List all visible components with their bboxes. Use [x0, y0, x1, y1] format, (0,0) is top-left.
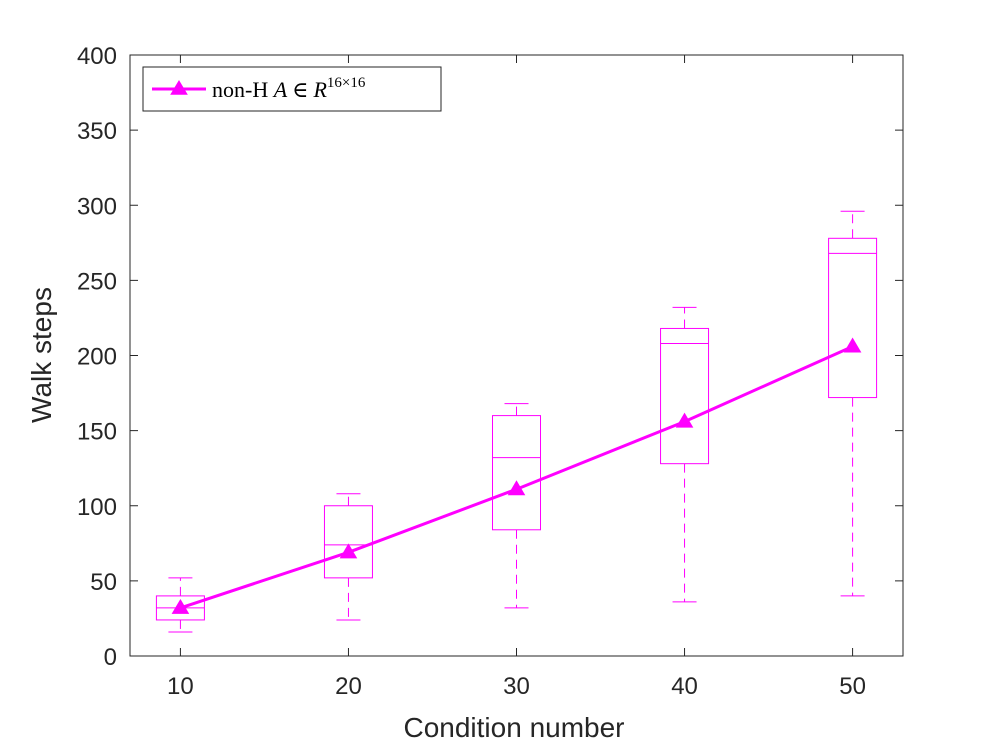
y-tick-label: 200 — [77, 344, 117, 371]
x-axis-title: Condition number — [403, 712, 624, 743]
boxplot-40 — [660, 306, 710, 603]
legend-label: non-H A ∈ R16×16 — [212, 75, 366, 102]
x-tick-label: 40 — [671, 673, 698, 700]
legend-triangle-marker — [170, 80, 188, 95]
y-tick-label: 250 — [77, 268, 117, 295]
y-tick-label: 300 — [77, 193, 117, 220]
y-axis-title: Walk steps — [26, 287, 57, 423]
legend-label-sup: 16×16 — [327, 75, 366, 91]
x-tick-label: 10 — [167, 673, 194, 700]
ticks: 10 20 30 40 50 0 50 100 150 200 250 300 350 400 — [77, 43, 903, 700]
boxplot-50 — [828, 210, 878, 597]
data-point — [339, 543, 358, 559]
y-tick-label: 400 — [77, 43, 117, 70]
y-tick-label: 350 — [77, 118, 117, 145]
legend-label-var: A — [272, 77, 288, 102]
x-tick-label: 20 — [335, 673, 362, 700]
boxplot-30 — [492, 403, 541, 609]
plot-area — [130, 55, 903, 656]
y-tick-label: 0 — [104, 644, 117, 671]
x-tick-label: 30 — [503, 673, 530, 700]
legend-label-prefix: non-H — [212, 77, 274, 102]
y-tick-label: 150 — [77, 419, 117, 446]
y-tick-label: 100 — [77, 494, 117, 521]
legend-label-in: ∈ — [292, 77, 308, 102]
data-point — [171, 598, 190, 614]
data-point — [675, 412, 694, 428]
legend-label-R: R — [312, 77, 327, 102]
x-tick-label: 50 — [839, 673, 866, 700]
series-layer — [171, 337, 862, 614]
data-point — [843, 337, 862, 353]
legend: non-H A ∈ R16×16 — [142, 66, 442, 112]
data-point — [507, 480, 526, 496]
y-tick-label: 50 — [90, 569, 117, 596]
plot-background — [130, 55, 903, 656]
